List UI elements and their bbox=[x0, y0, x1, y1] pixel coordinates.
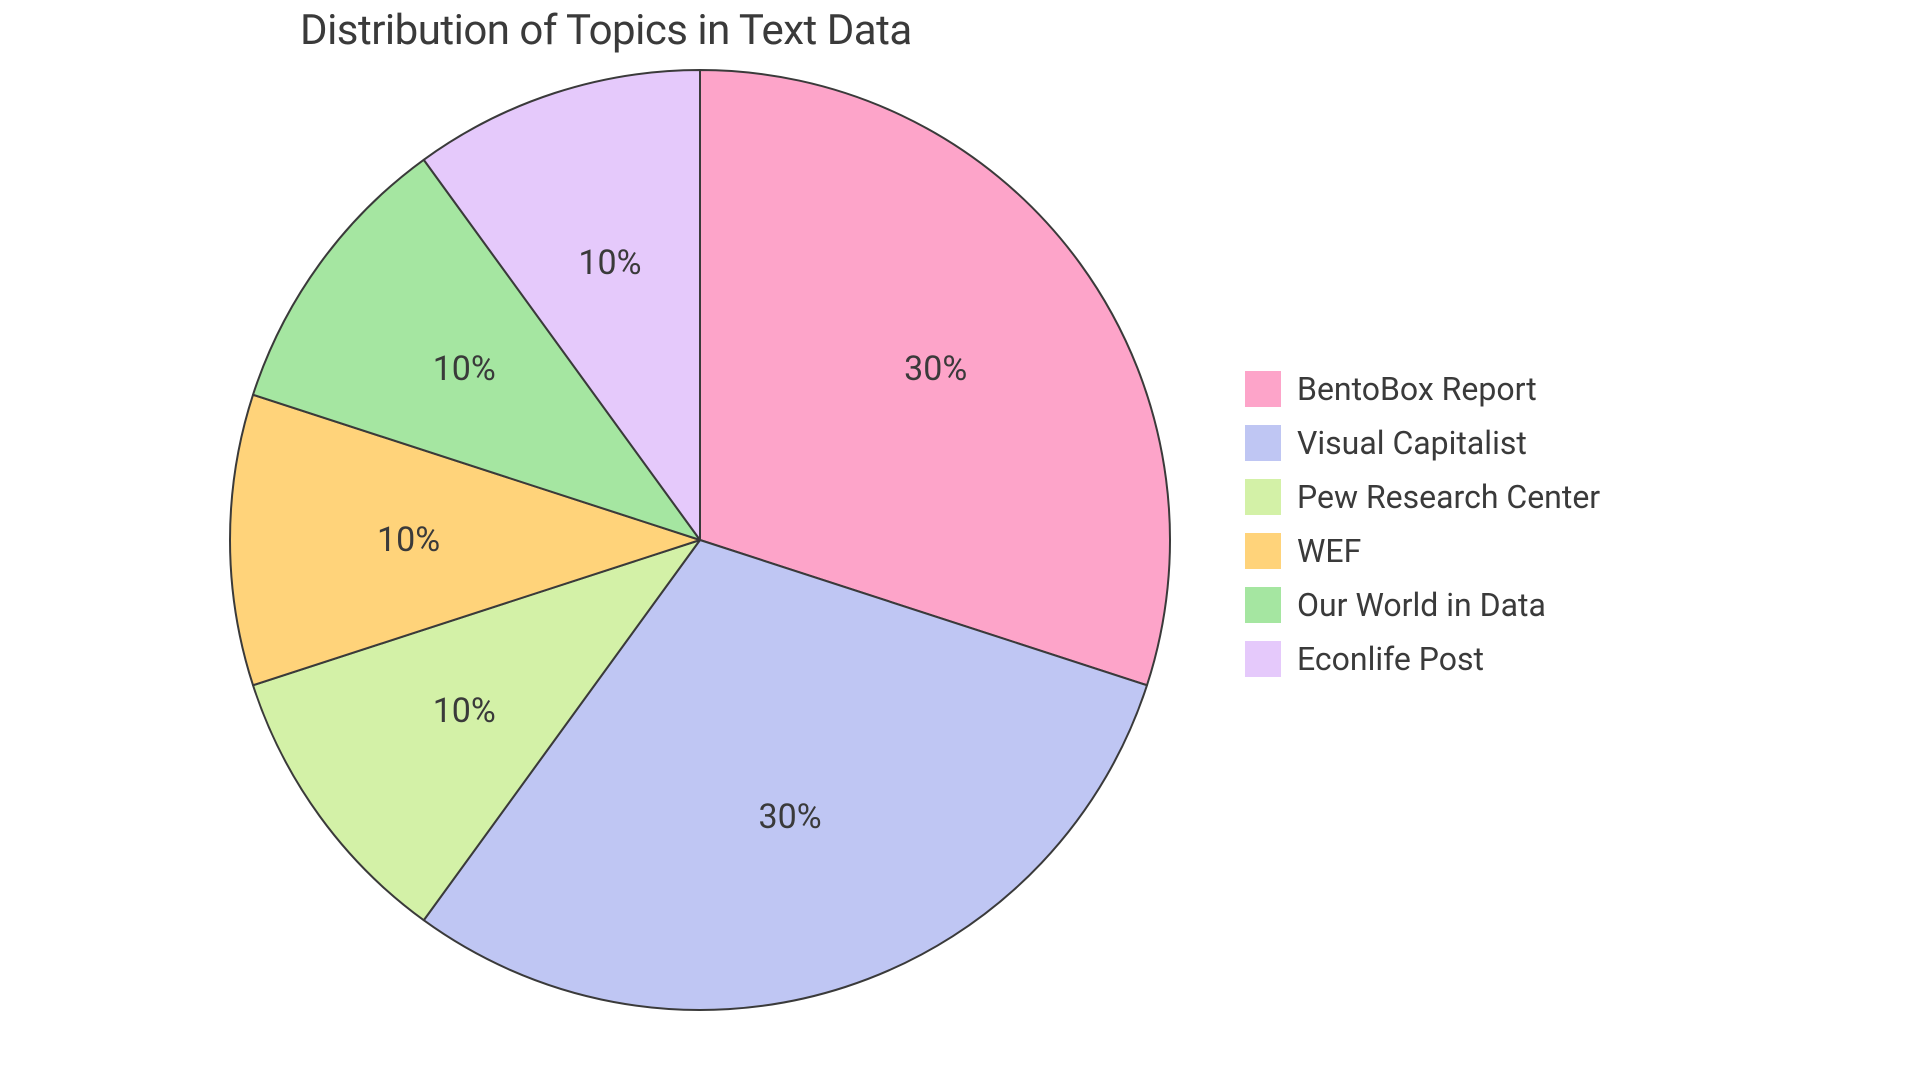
legend-label: Visual Capitalist bbox=[1297, 424, 1527, 462]
pie-svg bbox=[228, 68, 1172, 1012]
legend-item: WEF bbox=[1245, 532, 1600, 570]
legend-label: Our World in Data bbox=[1297, 586, 1546, 624]
slice-label: 10% bbox=[433, 691, 496, 731]
legend-label: Econlife Post bbox=[1297, 640, 1484, 678]
legend-item: Econlife Post bbox=[1245, 640, 1600, 678]
slice-label: 10% bbox=[578, 243, 641, 283]
legend-swatch bbox=[1245, 641, 1281, 677]
legend-swatch bbox=[1245, 587, 1281, 623]
slice-label: 30% bbox=[904, 349, 967, 389]
legend-label: WEF bbox=[1297, 532, 1361, 570]
pie-area bbox=[228, 68, 1172, 1012]
legend-label: Pew Research Center bbox=[1297, 478, 1600, 516]
legend-item: Our World in Data bbox=[1245, 586, 1600, 624]
legend-label: BentoBox Report bbox=[1297, 370, 1537, 408]
legend-item: BentoBox Report bbox=[1245, 370, 1600, 408]
slice-label: 30% bbox=[758, 797, 821, 837]
legend: BentoBox Report Visual Capitalist Pew Rese… bbox=[1245, 370, 1600, 678]
slice-label: 10% bbox=[377, 520, 440, 560]
legend-swatch bbox=[1245, 425, 1281, 461]
legend-item: Pew Research Center bbox=[1245, 478, 1600, 516]
chart-title: Distribution of Topics in Text Data bbox=[300, 6, 912, 55]
legend-swatch bbox=[1245, 371, 1281, 407]
legend-swatch bbox=[1245, 533, 1281, 569]
slice-label: 10% bbox=[433, 349, 496, 389]
pie-chart: Distribution of Topics in Text Data 30% 3… bbox=[0, 0, 1920, 1080]
legend-swatch bbox=[1245, 479, 1281, 515]
legend-item: Visual Capitalist bbox=[1245, 424, 1600, 462]
